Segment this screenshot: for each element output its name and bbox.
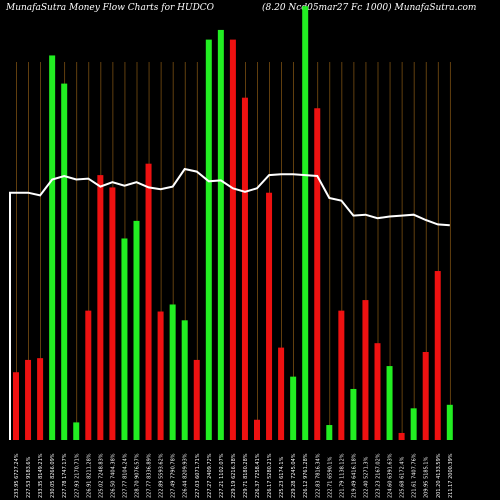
bar bbox=[386, 366, 393, 440]
bar bbox=[25, 359, 32, 440]
x-tick-label: 229.71 8180.28% bbox=[243, 453, 249, 498]
bar bbox=[97, 175, 104, 440]
x-tick-label: 224.60 6391.63% bbox=[388, 453, 394, 498]
bar bbox=[254, 419, 260, 440]
bar bbox=[350, 388, 357, 440]
bar bbox=[217, 29, 224, 440]
x-tick-label: 226.17 5280.21% bbox=[267, 453, 273, 498]
x-tick-label: 227.93 2170.71% bbox=[74, 453, 80, 498]
bar bbox=[181, 320, 188, 440]
bar bbox=[133, 220, 140, 440]
bar bbox=[205, 39, 212, 440]
x-tick-label: 227.27 2409.72% bbox=[207, 453, 213, 498]
x-tick-label: 233.95 6727.24% bbox=[14, 453, 20, 498]
x-tick-label: 227.53 9183.6% bbox=[26, 456, 32, 498]
x-tick-label: 230.05 8266.09% bbox=[50, 453, 56, 498]
x-tick-label: 225.23 6174.1% bbox=[279, 456, 285, 498]
x-tick-label: 227.03 6071.71% bbox=[195, 453, 201, 498]
x-tick-label: 221.79 1138.12% bbox=[339, 453, 345, 498]
bar bbox=[193, 359, 200, 440]
x-tick-label: 229.28 7245.04% bbox=[291, 453, 297, 498]
x-tick-label: 221.61 7407.76% bbox=[412, 453, 418, 498]
bar bbox=[157, 311, 164, 440]
x-tick-label: 223.23 2167.02% bbox=[376, 453, 382, 498]
bar bbox=[398, 432, 405, 440]
x-tick-label: 233.35 8149.21% bbox=[38, 453, 44, 498]
x-tick-label: 226.37 7258.41% bbox=[255, 453, 261, 498]
bar bbox=[145, 163, 152, 440]
bar bbox=[109, 187, 116, 440]
x-tick-label: 222.83 7816.34% bbox=[315, 453, 321, 498]
bar bbox=[241, 97, 248, 441]
bar bbox=[302, 6, 309, 440]
bar bbox=[266, 192, 273, 440]
x-tick-label: 226.44 8209.93% bbox=[183, 453, 189, 498]
bar bbox=[169, 304, 176, 440]
x-tick-label: 227.49 7790.78% bbox=[171, 453, 177, 498]
bar bbox=[61, 83, 68, 440]
bar bbox=[434, 271, 441, 440]
x-tick-label: 211.17 2000.39% bbox=[448, 453, 454, 498]
bar bbox=[374, 343, 381, 440]
x-tick-label: 227.21 1102.07% bbox=[219, 453, 225, 498]
x-tick-label: 225.68 6172.4% bbox=[400, 456, 406, 498]
x-tick-label: 222.40 5271.3% bbox=[363, 456, 369, 498]
bar bbox=[410, 408, 417, 440]
money-flow-line bbox=[9, 167, 450, 440]
chart-title: MunafaSutra Money Flow Charts for HUDCO bbox=[6, 3, 215, 13]
bar bbox=[121, 238, 128, 440]
x-tick-label: 229.19 6216.38% bbox=[231, 453, 237, 498]
bar bbox=[446, 404, 453, 440]
x-tick-label: 219.49 6416.18% bbox=[351, 453, 357, 498]
x-tick-label: 201.20 4133.59% bbox=[436, 453, 442, 498]
x-tick-label: 222.89 5593.62% bbox=[159, 453, 165, 498]
bar bbox=[326, 425, 333, 440]
bar bbox=[422, 352, 429, 440]
x-tick-label: 225.02 7248.83% bbox=[98, 453, 104, 498]
x-tick-label: 226.12 9761.28% bbox=[303, 453, 309, 498]
x-tick-label: 222.71 6590.1% bbox=[327, 456, 333, 498]
bar bbox=[85, 310, 92, 440]
bar bbox=[278, 347, 285, 440]
x-tick-label: 227.78 1747.17% bbox=[62, 453, 68, 498]
bar bbox=[338, 310, 345, 440]
bar bbox=[37, 358, 44, 440]
bar bbox=[13, 372, 19, 440]
x-tick-label: 226.50 7404.38% bbox=[110, 453, 116, 498]
x-tick-label: 228.70 9076.57% bbox=[135, 453, 141, 498]
bar bbox=[362, 300, 369, 440]
x-tick-label: 226.91 8211.28% bbox=[86, 453, 92, 498]
bar bbox=[314, 108, 321, 441]
x-tick-label: 227.77 8336.89% bbox=[147, 453, 153, 498]
bar bbox=[290, 376, 297, 440]
chart-subtitle: (8.20 Ncd05mar27 Fc 1000) MunafaSutra.co… bbox=[262, 3, 477, 13]
x-tick-label: 209.95 5185.1% bbox=[424, 456, 430, 498]
bar bbox=[49, 55, 56, 440]
bar bbox=[73, 422, 80, 440]
bar bbox=[229, 39, 236, 440]
x-tick-label: 227.77 8104.24% bbox=[122, 453, 128, 498]
